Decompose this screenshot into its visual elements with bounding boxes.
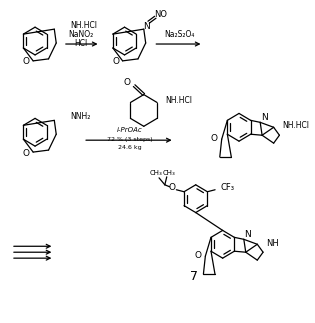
Text: 24.6 kg: 24.6 kg xyxy=(117,145,141,150)
Text: NH: NH xyxy=(266,239,279,248)
Text: O: O xyxy=(210,134,217,143)
Text: NaNO₂: NaNO₂ xyxy=(69,30,94,39)
Text: NH.HCl: NH.HCl xyxy=(71,21,98,30)
Text: O: O xyxy=(23,149,30,158)
Text: HCl: HCl xyxy=(75,38,88,47)
Text: O: O xyxy=(124,78,131,87)
Text: 72 % (3 steps): 72 % (3 steps) xyxy=(106,137,152,142)
Text: CH₃: CH₃ xyxy=(150,170,163,176)
Text: NO: NO xyxy=(155,10,168,19)
Text: N: N xyxy=(244,230,251,239)
Text: 7: 7 xyxy=(190,269,198,283)
Text: O: O xyxy=(194,251,201,260)
Text: NNH₂: NNH₂ xyxy=(71,112,91,121)
Text: O: O xyxy=(112,57,119,66)
Text: CF₃: CF₃ xyxy=(220,183,235,192)
Text: NH.HCl: NH.HCl xyxy=(165,96,192,105)
Text: Na₂S₂O₄: Na₂S₂O₄ xyxy=(164,30,195,39)
Text: NH.HCl: NH.HCl xyxy=(282,121,309,130)
Text: O: O xyxy=(23,57,30,66)
Text: O: O xyxy=(168,183,175,192)
Text: i-PrOAc: i-PrOAc xyxy=(117,127,142,133)
Text: CH₃: CH₃ xyxy=(162,170,175,176)
Text: N: N xyxy=(143,22,150,31)
Text: N: N xyxy=(261,113,267,122)
